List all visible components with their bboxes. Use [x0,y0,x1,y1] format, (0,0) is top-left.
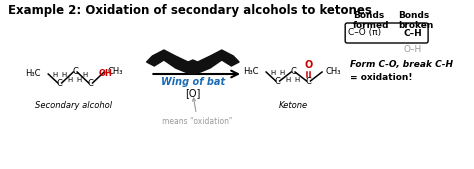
Text: H: H [52,72,57,78]
Text: C: C [275,77,281,86]
Text: H: H [270,70,275,76]
Text: C: C [290,67,296,77]
Text: H: H [76,77,82,83]
Text: Wing of bat: Wing of bat [161,77,225,87]
Text: Ketone: Ketone [279,101,308,110]
Text: O: O [304,60,313,70]
Text: H: H [82,72,88,78]
Text: C: C [88,78,93,88]
Text: [O]: [O] [185,88,201,98]
Text: = oxidation!: = oxidation! [350,73,412,81]
Text: Example 2: Oxidation of secondary alcohols to ketones: Example 2: Oxidation of secondary alcoho… [8,4,372,17]
Text: C–O (π): C–O (π) [348,29,381,38]
Text: OH: OH [98,69,112,78]
Polygon shape [146,50,239,74]
Text: H: H [68,77,73,83]
Text: C: C [57,78,63,88]
Text: Bonds
broken: Bonds broken [398,11,434,30]
Text: H: H [294,77,300,83]
Text: C–H: C–H [403,29,422,38]
Text: H: H [286,77,291,83]
Text: C: C [72,67,78,77]
Text: O–H: O–H [403,44,422,54]
Text: CH₃: CH₃ [326,67,341,77]
Text: H: H [61,72,66,78]
Text: H₃C: H₃C [25,69,40,78]
Text: H₃C: H₃C [243,67,258,77]
Text: C: C [306,77,311,86]
Text: CH₃: CH₃ [108,67,124,77]
Text: Form C-O, break C-H: Form C-O, break C-H [350,61,453,69]
Text: Bonds
formed: Bonds formed [353,11,390,30]
Text: Secondary alcohol: Secondary alcohol [35,101,112,110]
Text: H: H [279,70,284,76]
FancyBboxPatch shape [345,23,428,43]
Text: means “oxidation”: means “oxidation” [163,98,233,126]
